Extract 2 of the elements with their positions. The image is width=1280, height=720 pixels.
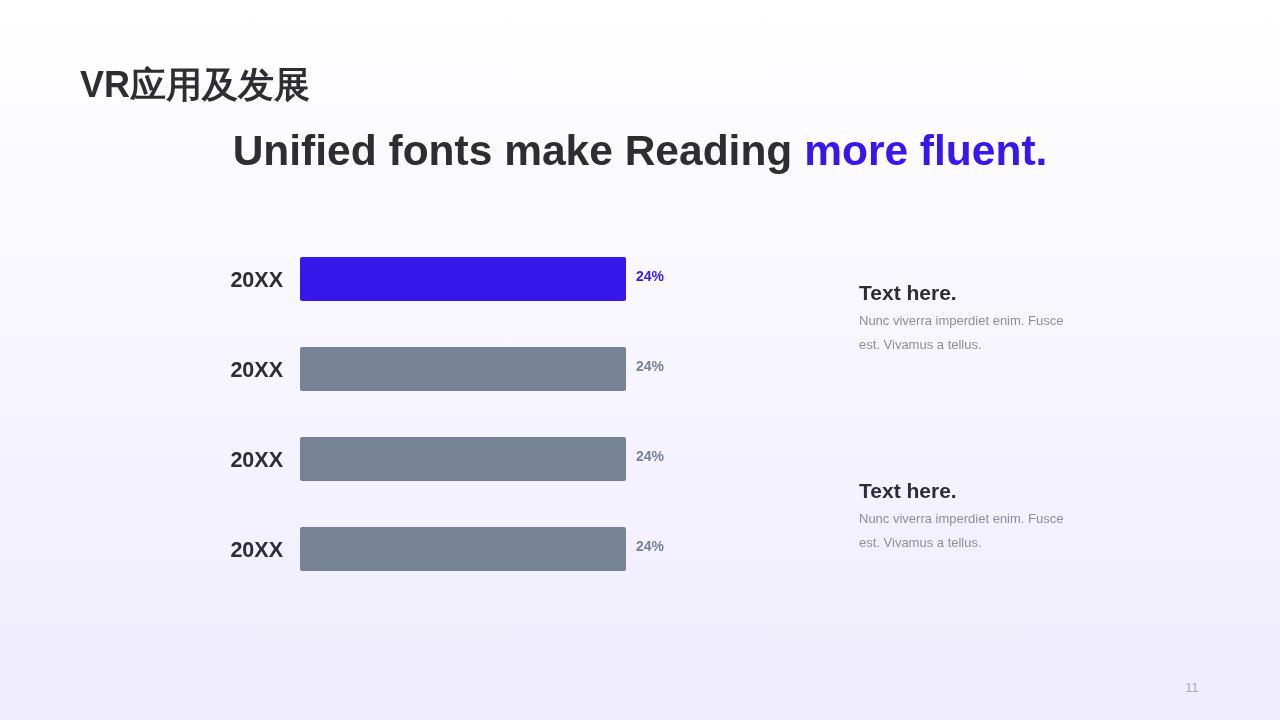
title: VR应用及发展 — [80, 64, 310, 105]
subtitle: Unified fonts make Reading more fluent. — [232, 127, 1048, 174]
